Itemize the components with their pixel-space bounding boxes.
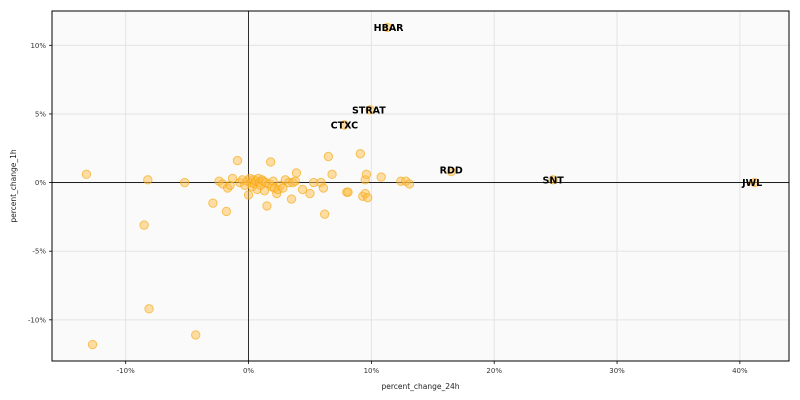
scatter-point <box>143 175 153 185</box>
y-tick-label: 10% <box>30 42 46 50</box>
annotation-label: RDD <box>440 166 463 177</box>
scatter-point <box>232 155 243 166</box>
scatter-point <box>376 172 386 182</box>
y-axis-label: percent_change_1h <box>9 149 18 223</box>
scatter-point <box>227 173 238 184</box>
scatter-point <box>323 151 334 162</box>
scatter-point <box>404 179 415 189</box>
scatter-point <box>87 339 98 350</box>
annotation-label: HBAR <box>374 23 405 34</box>
scatter-point <box>548 175 558 185</box>
annotation-label: STRAT <box>352 105 386 116</box>
plot-area <box>52 11 789 361</box>
y-tick-label: -10% <box>28 316 46 324</box>
scatter-point <box>355 149 366 159</box>
scatter-point <box>327 169 337 180</box>
scatter-point <box>144 304 154 314</box>
scatter-point <box>343 187 353 197</box>
scatter-point <box>382 22 393 33</box>
scatter-point <box>362 192 373 203</box>
scatter-point <box>319 209 330 219</box>
scatter-point <box>291 168 302 178</box>
scatter-point <box>139 220 149 230</box>
x-tick-label: 40% <box>732 367 748 375</box>
scatter-point <box>318 183 329 193</box>
plot-frame <box>51 10 790 362</box>
scatter-point <box>262 201 272 211</box>
scatter-point <box>365 105 375 115</box>
point-annotations: HBAR STRAT CTXC RDD SNT JWL <box>331 23 763 189</box>
scatter-point <box>221 206 232 217</box>
scatter-point <box>265 157 276 167</box>
scatter-point <box>361 169 372 180</box>
annotation-label: SNT <box>543 175 565 186</box>
scatter-point <box>81 169 92 180</box>
scatter-point <box>339 120 350 130</box>
y-tick-label: 0% <box>35 179 46 187</box>
x-tick-label: 30% <box>609 367 625 375</box>
x-tick-label: 20% <box>486 367 502 375</box>
x-tick-label: 0% <box>243 367 254 375</box>
scatter-point <box>243 190 254 200</box>
scatter-points <box>81 22 760 350</box>
x-tick-label: 10% <box>364 367 380 375</box>
scatter-point <box>278 183 288 193</box>
scatter-point <box>446 166 456 177</box>
scatter-point <box>297 184 308 195</box>
scatter-point <box>208 198 218 208</box>
annotation-label: JWL <box>741 178 762 189</box>
annotation-label: CTXC <box>331 120 358 131</box>
x-tick-label: -10% <box>117 367 135 375</box>
scatter-point <box>305 188 315 199</box>
y-tick-label: 5% <box>35 110 46 118</box>
scatter-point <box>191 330 201 340</box>
x-axis-label: percent_change_24h <box>381 382 459 391</box>
scatter-point <box>286 194 297 204</box>
scatter-point <box>179 177 190 188</box>
y-tick-label: -5% <box>32 248 46 256</box>
scatter-point <box>290 176 300 186</box>
scatter-point <box>749 177 760 188</box>
